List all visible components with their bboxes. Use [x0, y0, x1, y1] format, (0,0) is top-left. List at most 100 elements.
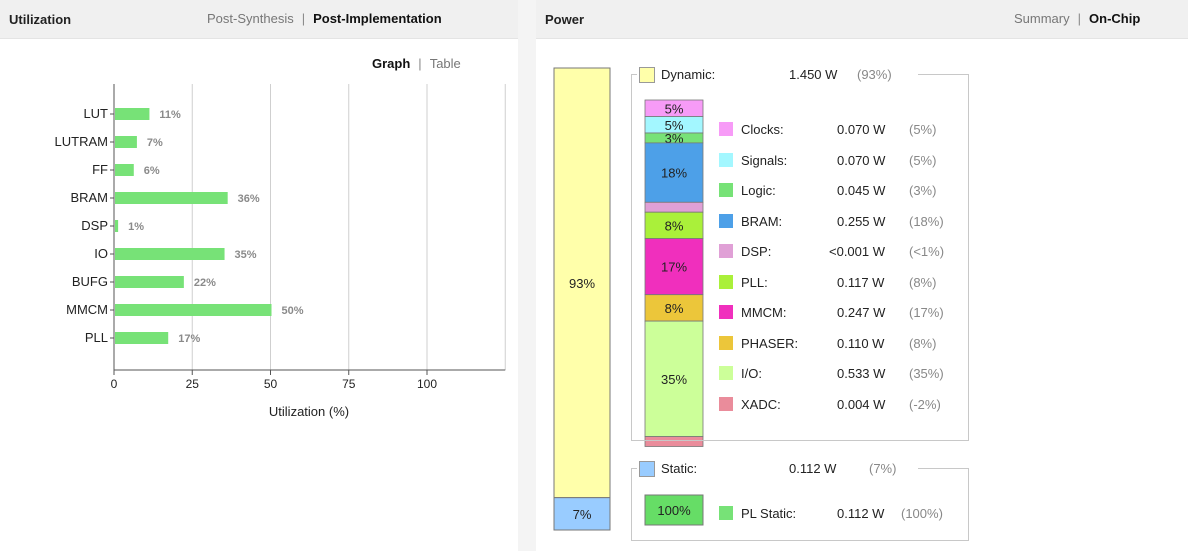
- power-item-percent: (100%): [901, 506, 943, 521]
- power-item-name: DSP:: [741, 244, 772, 259]
- total-bar-segment: [553, 67, 611, 499]
- power-item-power: 0.255 W: [837, 213, 886, 229]
- power-item-percent: (18%): [909, 213, 944, 229]
- dynamic-bar-segment: [644, 294, 704, 322]
- power-item-swatch: [719, 213, 733, 228]
- power-item-swatch: [719, 396, 733, 411]
- power-item-percent: (-2%): [909, 396, 941, 412]
- static-power: 0.112 W: [789, 461, 837, 476]
- data-label: 17%: [178, 333, 200, 345]
- power-item-power: 0.004 W: [837, 396, 886, 412]
- power-item-power: 0.533 W: [837, 366, 886, 381]
- static-bar-label: 100%: [657, 503, 691, 518]
- dynamic-swatch: [639, 67, 655, 83]
- power-item-row: MMCM: 0.247 W (17%): [719, 303, 979, 323]
- power-item-percent: (17%): [909, 305, 944, 320]
- utilization-tabs: Post-Synthesis | Post-Implementation: [207, 11, 442, 26]
- power-item-name: BRAM:: [741, 213, 783, 229]
- category-label: DSP: [81, 218, 108, 233]
- power-item-name: I/O:: [741, 366, 762, 381]
- dynamic-bar-label: 5%: [665, 118, 684, 133]
- power-item-percent: (8%): [909, 274, 937, 290]
- tab-summary[interactable]: Summary: [1014, 11, 1070, 26]
- bar: [115, 192, 228, 204]
- dynamic-box-line-left: [631, 74, 637, 75]
- panel-divider: [518, 0, 536, 551]
- data-label: 1%: [128, 221, 144, 233]
- power-item-power: 0.110 W: [837, 335, 885, 351]
- power-item-swatch: [719, 335, 733, 350]
- total-bar-label: 7%: [573, 507, 592, 522]
- dynamic-bar-segment: [644, 211, 704, 239]
- bar: [115, 304, 272, 316]
- power-item-row: BRAM: 0.255 W (18%): [719, 212, 979, 232]
- total-bar-label: 93%: [569, 276, 595, 291]
- power-item-swatch: [719, 305, 733, 319]
- power-item-swatch: [719, 244, 733, 258]
- tab-separator: |: [1077, 11, 1082, 26]
- power-item-row: PLL: 0.117 W (8%): [719, 273, 979, 293]
- tab-post-synthesis[interactable]: Post-Synthesis: [207, 11, 294, 26]
- bar: [115, 220, 119, 232]
- power-item-percent: (3%): [909, 183, 937, 198]
- power-item-name: PL Static:: [741, 506, 797, 521]
- static-percent: (7%): [869, 461, 897, 476]
- data-label: 6%: [144, 165, 160, 177]
- tab-table[interactable]: Table: [429, 56, 461, 71]
- category-label: LUT: [83, 106, 108, 121]
- dynamic-name: Dynamic:: [661, 67, 716, 82]
- tab-post-implementation[interactable]: Post-Implementation: [313, 11, 442, 26]
- dynamic-bar-label: 3%: [665, 131, 684, 146]
- dynamic-box-line-right: [918, 74, 968, 75]
- power-panel: Power Summary | On-Chip 93% 7% 5% 5% 3% 18% 8% 17…: [536, 0, 1188, 551]
- dynamic-bar-label: 35%: [661, 372, 687, 387]
- static-swatch: [639, 461, 655, 477]
- dynamic-bar-segment: [644, 320, 704, 438]
- dynamic-bar-label: 8%: [665, 218, 684, 233]
- power-item-row: XADC: 0.004 W (-2%): [719, 395, 979, 415]
- dynamic-bar-label: 17%: [661, 260, 687, 275]
- bar: [115, 276, 184, 288]
- power-item-power: 0.112 W: [837, 506, 885, 521]
- x-tick-label: 0: [111, 377, 118, 391]
- x-tick-label: 75: [342, 377, 356, 391]
- static-legend: Static: 0.112 W (7%): [639, 459, 913, 479]
- power-item-name: MMCM:: [741, 305, 787, 320]
- static-bar-segment: [644, 494, 704, 526]
- data-label: 22%: [194, 277, 216, 289]
- bar: [115, 332, 169, 344]
- power-item-power: 0.070 W: [837, 122, 886, 137]
- power-item-percent: (5%): [909, 152, 937, 168]
- static-box: [631, 468, 969, 541]
- category-label: BUFG: [72, 274, 108, 289]
- view-tabs: Graph | Table: [372, 56, 461, 71]
- utilization-header: Utilization Post-Synthesis | Post-Implemen…: [0, 0, 518, 39]
- power-item-name: Clocks:: [741, 122, 784, 137]
- tab-on-chip[interactable]: On-Chip: [1089, 11, 1141, 26]
- dynamic-legend: Dynamic: 1.450 W (93%): [639, 65, 913, 85]
- power-item-percent: (5%): [909, 122, 937, 137]
- category-label: MMCM: [66, 302, 108, 317]
- static-box-line-left: [631, 468, 637, 469]
- power-item-swatch: [719, 152, 733, 167]
- bar: [115, 248, 225, 260]
- power-item-power: 0.117 W: [837, 274, 885, 290]
- tab-graph[interactable]: Graph: [372, 56, 411, 71]
- power-stacked-bars: 93%7%5%5%3%18%8%17%8%35%100%: [553, 67, 704, 531]
- x-tick-label: 100: [417, 377, 437, 391]
- power-item-swatch: [719, 366, 733, 380]
- category-label: BRAM: [70, 190, 108, 205]
- category-label: LUTRAM: [55, 134, 108, 149]
- power-item-percent: (<1%): [909, 244, 945, 259]
- power-item-row: DSP: <0.001 W (<1%): [719, 242, 979, 262]
- static-box-line-right: [918, 468, 968, 469]
- power-item-row: PHASER: 0.110 W (8%): [719, 334, 979, 354]
- dynamic-percent: (93%): [857, 67, 892, 82]
- power-item-swatch: [719, 274, 733, 289]
- category-label: PLL: [85, 330, 108, 345]
- power-item-percent: (35%): [909, 366, 944, 381]
- x-tick-label: 25: [186, 377, 200, 391]
- utilization-panel: Utilization Post-Synthesis | Post-Implemen…: [0, 0, 518, 551]
- dynamic-box: [631, 74, 969, 441]
- power-item-row: PL Static: 0.112 W (100%): [719, 504, 979, 524]
